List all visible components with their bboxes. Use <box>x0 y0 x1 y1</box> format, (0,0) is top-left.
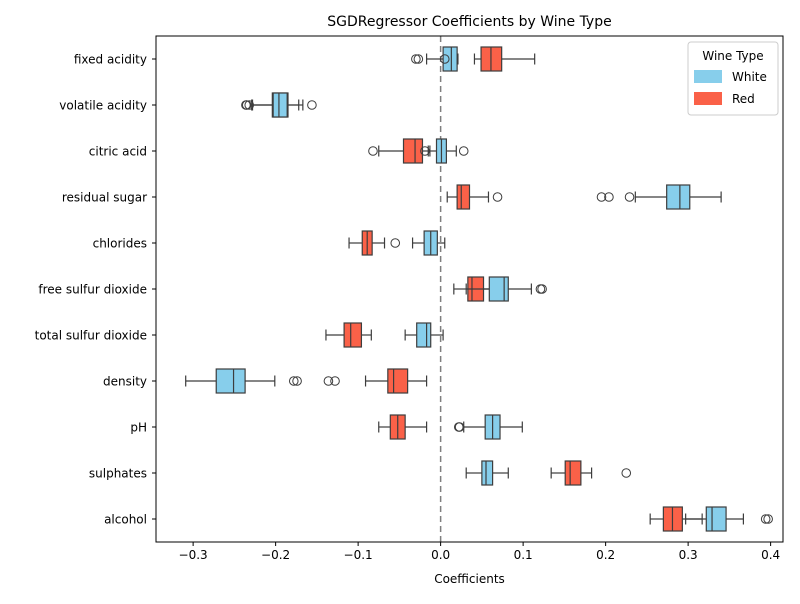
x-tick-label: −0.1 <box>344 548 373 562</box>
x-axis-label: Coefficients <box>434 572 505 586</box>
box-white-chlorides <box>411 230 446 256</box>
legend-label-white: White <box>732 70 767 84</box>
box-iqr <box>481 460 494 486</box>
y-tick-label: sulphates <box>89 467 147 481</box>
box-red-residual-sugar <box>446 184 503 210</box>
box-white-volatile-acidity <box>241 92 317 118</box>
y-tick-label: free sulfur dioxide <box>38 283 147 297</box>
legend-swatch-white <box>694 70 722 83</box>
y-tick-label: pH <box>130 421 147 435</box>
outlier-point <box>307 100 317 110</box>
plot-area <box>185 36 773 542</box>
x-tick-label: −0.2 <box>261 548 290 562</box>
outlier-point <box>323 376 334 386</box>
outlier-point <box>537 284 547 294</box>
box-iqr <box>387 368 409 394</box>
box-iqr <box>442 46 458 72</box>
box-iqr <box>488 276 509 302</box>
legend: Wine Type White Red <box>687 41 779 116</box>
y-tick-label: fixed acidity <box>74 53 147 67</box>
y-tick-label: chlorides <box>93 237 147 251</box>
box-white-sulphates <box>465 460 509 486</box>
outlier-point <box>439 54 450 64</box>
box-iqr <box>343 322 363 348</box>
box-iqr <box>402 138 424 164</box>
box-white-density <box>185 368 302 394</box>
legend-title: Wine Type <box>702 49 763 63</box>
y-tick-label: density <box>103 375 147 389</box>
legend-swatch-red <box>694 92 722 105</box>
y-tick-label: alcohol <box>104 513 147 527</box>
box-iqr <box>456 184 471 210</box>
box-iqr <box>564 460 582 486</box>
outlier-point <box>760 514 771 524</box>
box-iqr <box>705 506 727 532</box>
outlier-point <box>368 146 378 156</box>
outlier-point <box>454 422 465 432</box>
box-iqr <box>215 368 246 394</box>
box-red-chlorides <box>348 230 401 256</box>
y-tick-label: total sulfur dioxide <box>35 329 147 343</box>
outlier-point <box>420 146 430 156</box>
outlier-point <box>596 192 607 202</box>
box-iqr <box>416 322 432 348</box>
x-tick-label: 0.0 <box>431 548 450 562</box>
x-tick-label: 0.1 <box>514 548 533 562</box>
x-tick-label: 0.4 <box>761 548 780 562</box>
outlier-point <box>621 468 632 478</box>
box-red-pH <box>378 414 428 440</box>
x-tick-label: 0.2 <box>596 548 615 562</box>
outlier-point <box>604 192 614 202</box>
outlier-point <box>411 54 421 64</box>
outlier-point <box>763 514 773 524</box>
box-iqr <box>666 184 691 210</box>
box-red-density <box>323 368 428 394</box>
box-white-alcohol <box>685 506 773 532</box>
outlier-point <box>413 54 424 64</box>
box-white-citric-acid <box>420 138 469 164</box>
outlier-point <box>390 238 401 248</box>
outlier-point <box>292 376 302 386</box>
legend-label-red: Red <box>732 92 755 106</box>
outlier-point <box>492 192 503 202</box>
box-white-free-sulfur-dioxide <box>465 276 547 302</box>
outlier-point <box>288 376 299 386</box>
outlier-point <box>330 376 340 386</box>
box-white-total-sulfur-dioxide <box>404 322 444 348</box>
box-red-citric-acid <box>368 138 431 164</box>
box-red-sulphates <box>550 460 632 486</box>
y-tick-label: volatile acidity <box>59 99 147 113</box>
box-red-fixed-acidity <box>473 46 536 72</box>
box-white-fixed-acidity <box>411 46 459 72</box>
outlier-point <box>244 100 255 110</box>
box-iqr <box>272 92 288 118</box>
axes: −0.3 −0.2 −0.1 0.0 0.1 0.2 0.3 0.4 fixed acidity… <box>35 35 784 562</box>
outlier-point <box>624 192 635 202</box>
chart-title: SGDRegressor Coefficients by Wine Type <box>327 14 611 30</box>
box-red-total-sulfur-dioxide <box>325 322 372 348</box>
y-tick-label: citric acid <box>89 145 147 159</box>
outlier-point <box>241 100 251 110</box>
outlier-point <box>458 146 469 156</box>
y-tick-label: residual sugar <box>62 191 147 205</box>
x-tick-label: 0.3 <box>679 548 698 562</box>
box-white-pH <box>453 414 523 440</box>
x-tick-label: −0.3 <box>179 548 208 562</box>
box-white-residual-sugar <box>596 184 722 210</box>
